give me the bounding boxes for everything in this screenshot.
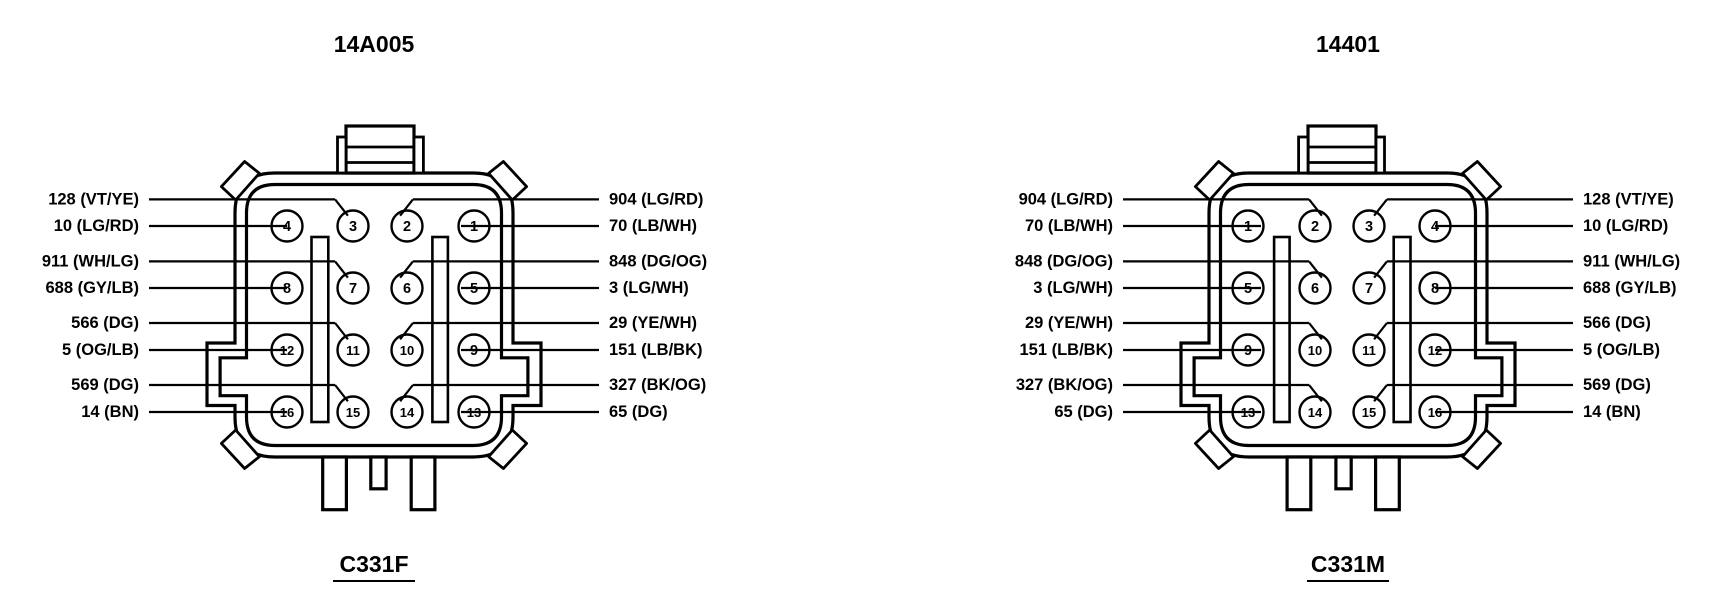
svg-text:7: 7: [349, 281, 357, 297]
svg-text:128 (VT/YE): 128 (VT/YE): [1583, 191, 1674, 209]
svg-text:566 (DG): 566 (DG): [71, 314, 139, 332]
svg-text:6: 6: [1311, 281, 1319, 297]
svg-text:11: 11: [1362, 343, 1376, 358]
svg-text:848 (DG/OG): 848 (DG/OG): [609, 253, 707, 271]
svg-text:11: 11: [346, 343, 360, 358]
svg-text:2: 2: [403, 219, 411, 235]
svg-text:7: 7: [1365, 281, 1373, 297]
svg-text:14: 14: [1308, 405, 1323, 420]
svg-text:10 (LG/RD): 10 (LG/RD): [1583, 217, 1668, 235]
svg-text:848 (DG/OG): 848 (DG/OG): [1015, 253, 1113, 271]
svg-text:904 (LG/RD): 904 (LG/RD): [609, 191, 703, 209]
svg-text:14 (BN): 14 (BN): [1583, 403, 1641, 421]
svg-text:C331F: C331F: [339, 551, 408, 577]
svg-text:10: 10: [400, 343, 414, 358]
svg-text:10: 10: [1308, 343, 1322, 358]
svg-text:14401: 14401: [1316, 31, 1380, 57]
svg-text:10 (LG/RD): 10 (LG/RD): [54, 217, 139, 235]
svg-text:3 (LG/WH): 3 (LG/WH): [1033, 279, 1113, 297]
svg-text:151 (LB/BK): 151 (LB/BK): [1019, 341, 1113, 359]
svg-text:569 (DG): 569 (DG): [71, 376, 139, 394]
svg-text:70 (LB/WH): 70 (LB/WH): [1025, 217, 1113, 235]
svg-text:70 (LB/WH): 70 (LB/WH): [609, 217, 697, 235]
svg-text:5 (OG/LB): 5 (OG/LB): [1583, 341, 1660, 359]
svg-text:327 (BK/OG): 327 (BK/OG): [1016, 376, 1113, 394]
svg-text:569 (DG): 569 (DG): [1583, 376, 1651, 394]
svg-text:327 (BK/OG): 327 (BK/OG): [609, 376, 706, 394]
svg-text:911 (WH/LG): 911 (WH/LG): [1583, 253, 1680, 271]
svg-text:29 (YE/WH): 29 (YE/WH): [609, 314, 697, 332]
svg-text:3: 3: [1365, 219, 1373, 235]
svg-text:14A005: 14A005: [334, 31, 415, 57]
svg-text:5 (OG/LB): 5 (OG/LB): [62, 341, 139, 359]
svg-text:904 (LG/RD): 904 (LG/RD): [1019, 191, 1113, 209]
svg-text:14 (BN): 14 (BN): [81, 403, 139, 421]
svg-text:2: 2: [1311, 219, 1319, 235]
svg-text:65 (DG): 65 (DG): [1054, 403, 1113, 421]
svg-text:15: 15: [346, 405, 360, 420]
svg-text:911 (WH/LG): 911 (WH/LG): [42, 253, 139, 271]
svg-text:6: 6: [403, 281, 411, 297]
svg-text:566 (DG): 566 (DG): [1583, 314, 1651, 332]
svg-text:C331M: C331M: [1311, 551, 1385, 577]
svg-text:128 (VT/YE): 128 (VT/YE): [48, 191, 139, 209]
svg-text:14: 14: [400, 405, 415, 420]
svg-text:3: 3: [349, 219, 357, 235]
svg-text:151 (LB/BK): 151 (LB/BK): [609, 341, 703, 359]
svg-text:3 (LG/WH): 3 (LG/WH): [609, 279, 689, 297]
svg-text:29 (YE/WH): 29 (YE/WH): [1025, 314, 1113, 332]
svg-text:688 (GY/LB): 688 (GY/LB): [1583, 279, 1677, 297]
svg-text:688 (GY/LB): 688 (GY/LB): [45, 279, 139, 297]
svg-text:15: 15: [1362, 405, 1376, 420]
svg-text:65 (DG): 65 (DG): [609, 403, 668, 421]
